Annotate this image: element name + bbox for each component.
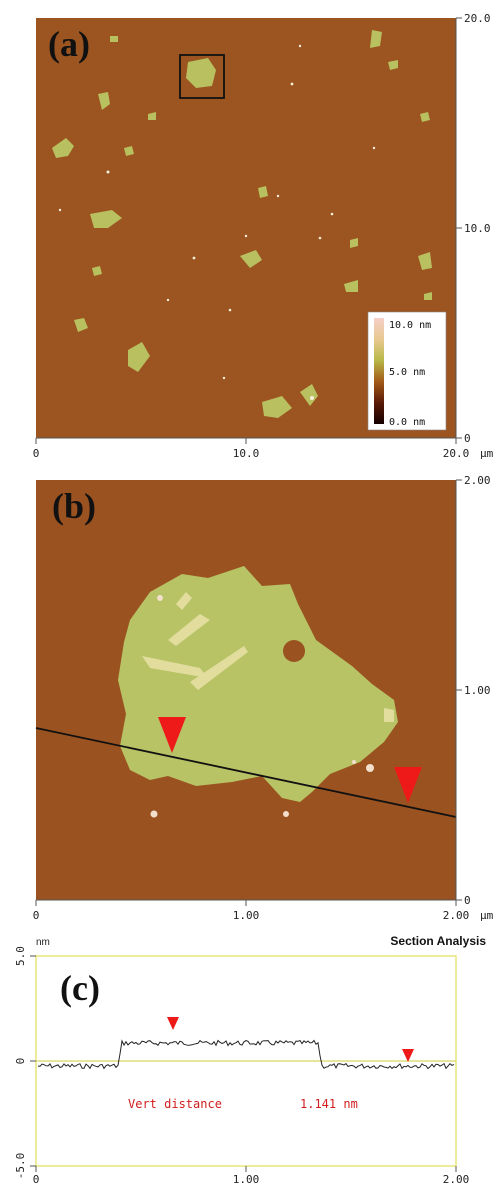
y-tick-b-1: 1.00	[464, 684, 491, 697]
panel-a-afm-image: (a) 10.0 nm 5.0 nm 0.0 nm 0 10.0 20.0 µm…	[33, 12, 494, 460]
zoom-region-box	[179, 54, 225, 99]
flakes-a	[52, 30, 432, 418]
section-marker-right	[394, 767, 422, 803]
panel-a-label: (a)	[48, 24, 90, 64]
x-tick-a-0: 0	[33, 447, 40, 460]
x-tick-a-2: 20.0	[443, 447, 470, 460]
panel-b-afm-zoom: (b) 0 1.00 2.00 µm 2.00 1.00 0	[33, 474, 494, 922]
x-tick-c-0: 0	[33, 1173, 40, 1184]
x-tick-b-1: 1.00	[233, 909, 260, 922]
x-tick-b-2: 2.00	[443, 909, 470, 922]
profile-trace	[37, 1039, 455, 1070]
axes-b	[35, 479, 462, 906]
colorbar-max-label: 10.0 nm	[389, 320, 431, 331]
y-tick-c-1: 0	[14, 1058, 27, 1065]
axes-c	[30, 955, 457, 1172]
panel-c-label: (c)	[60, 968, 100, 1008]
x-tick-c-1: 1.00	[233, 1173, 260, 1184]
y-tick-a-0: 20.0	[464, 12, 491, 25]
panel-c-section-profile: nm Section Analysis (c) Vert distance 1.…	[14, 934, 486, 1184]
profile-marker-left	[167, 1017, 179, 1030]
y-tick-a-1: 10.0	[464, 222, 491, 235]
x-unit-b: µm	[480, 909, 494, 922]
section-marker-left	[158, 717, 186, 753]
vert-distance-label: Vert distance	[128, 1097, 222, 1111]
colorbar-mid-label: 5.0 nm	[389, 367, 425, 378]
colorbar-min-label: 0.0 nm	[389, 417, 425, 428]
particles-b	[150, 595, 374, 818]
x-unit-a: µm	[480, 447, 494, 460]
profile-marker-right	[402, 1049, 414, 1062]
section-line	[35, 727, 457, 818]
particles-a	[58, 44, 376, 400]
x-tick-a-1: 10.0	[233, 447, 260, 460]
y-unit-c: nm	[36, 937, 50, 948]
y-tick-c-0: 5.0	[14, 946, 27, 966]
flake-hole	[283, 640, 305, 662]
panel-b-label: (b)	[52, 486, 96, 526]
x-tick-b-0: 0	[33, 909, 40, 922]
x-tick-c-2: 2.00	[443, 1173, 470, 1184]
y-tick-b-0: 2.00	[464, 474, 491, 487]
axes-a	[35, 17, 462, 444]
flake-ridges	[142, 592, 394, 722]
y-tick-c-2: -5.0	[14, 1153, 27, 1180]
colorbar-gradient	[374, 318, 384, 424]
section-analysis-title: Section Analysis	[390, 934, 486, 948]
colorbar: 10.0 nm 5.0 nm 0.0 nm	[367, 311, 447, 431]
y-tick-b-2: 0	[464, 894, 471, 907]
vert-distance-value: 1.141 nm	[300, 1097, 358, 1111]
y-tick-a-2: 0	[464, 432, 471, 445]
